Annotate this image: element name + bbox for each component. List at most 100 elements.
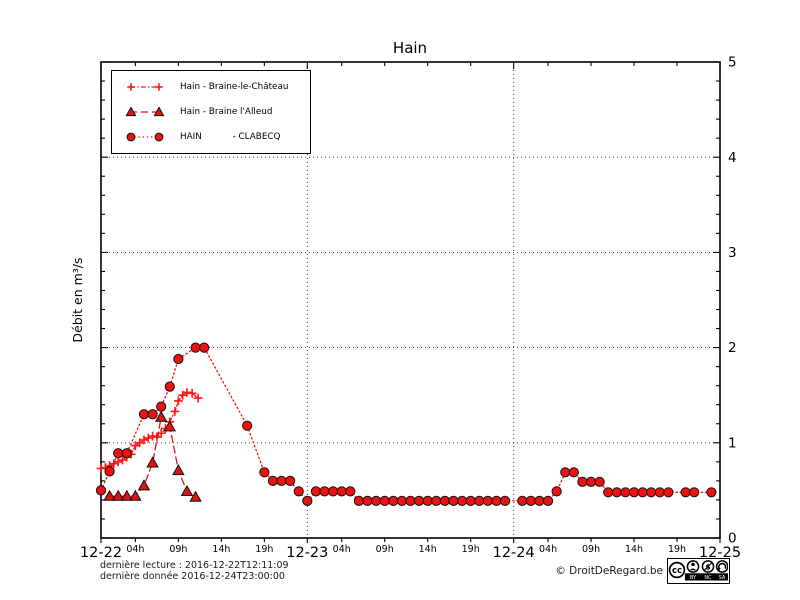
x-hour-tick-label: 14h: [212, 544, 230, 555]
circle-marker: [654, 487, 665, 498]
series-line: [100, 346, 713, 502]
nc-dollar-icon: $: [701, 560, 715, 573]
circle-marker: [439, 495, 450, 506]
circle-marker: [594, 476, 605, 487]
circle-marker: [293, 486, 304, 497]
sa-label: SA: [719, 575, 726, 581]
circle-marker: [156, 401, 167, 412]
circle-marker: [405, 495, 416, 506]
circle-marker: [154, 132, 164, 142]
triangle-marker: [154, 410, 168, 422]
y-axis-label: Débit en m³/s: [70, 257, 85, 342]
circle-marker: [310, 486, 322, 497]
by-label: BY: [690, 575, 697, 581]
chart-title: Hain: [393, 39, 427, 57]
x-hour-tick-label: 04h: [333, 544, 351, 555]
nc-label: NC: [704, 575, 712, 581]
circle-marker: [371, 495, 382, 506]
circle-marker: [336, 486, 347, 497]
triangle-marker: [172, 463, 185, 476]
circle-marker: [431, 495, 442, 506]
circle-marker: [689, 487, 700, 498]
circle-marker: [474, 495, 485, 506]
y-tick-label: 5: [728, 55, 737, 71]
triangle-marker: [137, 479, 151, 491]
circle-marker: [542, 495, 554, 506]
circle-marker: [147, 409, 158, 420]
cc-license-badge: cc $ BY NC SA: [667, 558, 730, 584]
circle-marker: [585, 476, 597, 487]
x-hour-tick-label: 09h: [376, 544, 394, 555]
circle-marker: [345, 486, 356, 497]
x-hour-tick-label: 04h: [539, 544, 557, 555]
circle-marker: [663, 487, 674, 498]
circle-marker: [164, 381, 175, 392]
chart-legend: Hain - Braine-le-Château Hain - Braine l…: [111, 70, 311, 154]
triangle-marker: [153, 106, 165, 117]
x-day-tick-label: 12-22: [80, 545, 122, 561]
circle-marker: [534, 495, 545, 506]
circle-marker: [199, 342, 210, 353]
circle-marker: [491, 495, 502, 506]
circle-marker: [499, 495, 511, 506]
circle-marker: [525, 495, 536, 506]
circle-marker: [465, 495, 476, 506]
circle-marker: [95, 485, 107, 496]
circle-marker: [482, 495, 493, 506]
x-hour-tick-label: 09h: [582, 544, 600, 555]
triangle-marker: [125, 106, 137, 117]
x-hour-tick-label: 04h: [126, 544, 144, 555]
y-tick-label: 2: [728, 340, 737, 356]
by-person-icon: [686, 560, 700, 573]
circle-marker: [448, 495, 459, 506]
circle-marker: [646, 487, 657, 498]
circle-marker: [396, 495, 408, 506]
triangle-marker: [120, 489, 134, 501]
circle-marker: [173, 353, 184, 365]
x-day-tick-label: 12-23: [286, 545, 328, 561]
triangle-marker: [111, 489, 125, 501]
x-hour-tick-label: 19h: [668, 544, 686, 555]
circle-marker: [328, 486, 339, 497]
circle-marker: [276, 475, 287, 486]
circle-marker: [242, 420, 253, 431]
circle-marker: [126, 132, 136, 142]
circle-marker: [637, 487, 648, 498]
last-reading-note: dernière lecture : 2016-12-22T12:11:09: [100, 560, 289, 571]
circle-marker: [413, 495, 425, 506]
circle-marker: [422, 495, 433, 506]
circle-marker: [517, 495, 528, 506]
triangle-marker: [146, 456, 159, 468]
circle-marker: [603, 487, 614, 498]
circle-marker: [568, 467, 579, 478]
circle-marker: [104, 466, 115, 477]
y-tick-label: 1: [728, 435, 737, 451]
circle-marker: [577, 476, 588, 487]
x-hour-tick-label: 14h: [419, 544, 437, 555]
circle-marker: [706, 487, 717, 498]
circle-marker: [190, 342, 201, 353]
circle-marker: [353, 495, 365, 506]
circle-marker: [628, 487, 640, 498]
copyright-text: © DroitDeRegard.be: [555, 565, 663, 577]
circle-marker: [379, 495, 390, 506]
series-0: [96, 387, 203, 473]
last-data-note: dernière donnée 2016-12-24T23:00:00: [100, 571, 285, 582]
cc-icon-text: cc: [672, 566, 682, 576]
triangle-marker: [103, 489, 116, 501]
circle-marker: [551, 486, 562, 497]
x-hour-tick-label: 09h: [169, 544, 187, 555]
legend-label: Hain - Braine-le-Château: [180, 82, 289, 93]
circle-marker: [121, 448, 132, 459]
x-hour-tick-label: 19h: [462, 544, 480, 555]
circle-marker: [680, 487, 691, 498]
triangle-marker-icon: [125, 106, 165, 117]
circle-marker: [319, 486, 330, 497]
y-tick-label: 3: [728, 245, 737, 261]
triangle-marker: [180, 484, 194, 497]
triangle-marker: [129, 489, 142, 501]
sa-arrow-icon: [715, 560, 728, 573]
circle-marker: [560, 467, 571, 478]
